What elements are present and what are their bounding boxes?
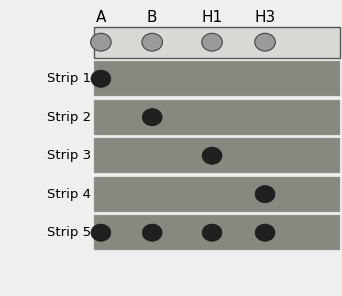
Circle shape (202, 147, 222, 164)
Circle shape (142, 109, 162, 126)
Text: Strip 2: Strip 2 (47, 111, 91, 124)
Bar (94, 215, 340, 250)
Circle shape (255, 224, 275, 241)
Text: A: A (96, 10, 106, 25)
Text: Strip 4: Strip 4 (47, 188, 91, 201)
Circle shape (202, 224, 222, 241)
Circle shape (255, 33, 275, 51)
Text: B: B (147, 10, 157, 25)
Circle shape (91, 70, 111, 87)
Circle shape (202, 33, 222, 51)
Circle shape (142, 33, 162, 51)
Text: Strip 3: Strip 3 (47, 149, 91, 162)
Text: Strip 1: Strip 1 (47, 72, 91, 85)
Circle shape (142, 224, 162, 241)
Text: H1: H1 (201, 10, 223, 25)
Circle shape (91, 224, 111, 241)
Bar (94, 138, 340, 173)
Bar (94, 177, 340, 212)
Bar (94, 100, 340, 135)
FancyBboxPatch shape (94, 27, 340, 58)
Text: H3: H3 (254, 10, 276, 25)
Text: Strip 5: Strip 5 (47, 226, 91, 239)
Bar (94, 61, 340, 96)
Circle shape (255, 186, 275, 203)
Circle shape (91, 33, 111, 51)
